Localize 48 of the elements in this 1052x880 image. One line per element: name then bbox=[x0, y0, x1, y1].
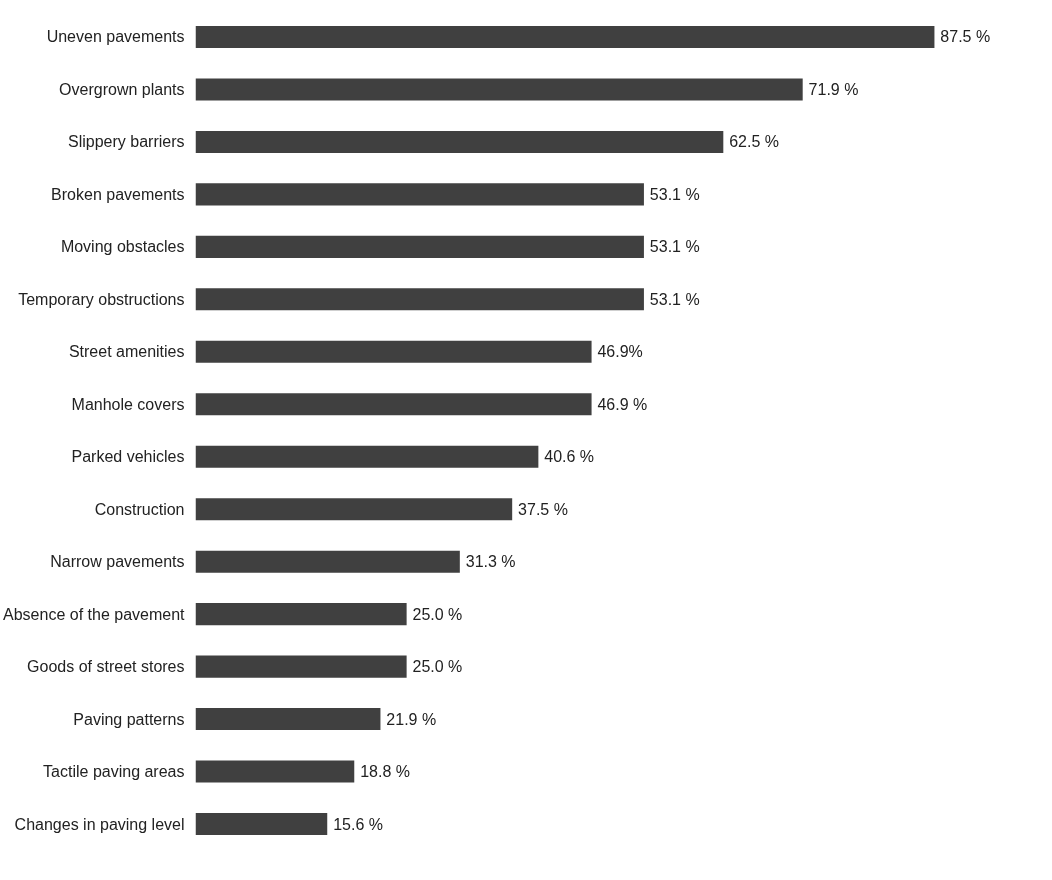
bar bbox=[195, 235, 644, 258]
y-tick-label: Street amenities bbox=[68, 343, 185, 361]
y-tick-label: Construction bbox=[94, 500, 185, 518]
bar bbox=[195, 78, 803, 101]
bar bbox=[195, 550, 460, 573]
data-label: 40.6 % bbox=[544, 448, 595, 466]
y-tick-label: Temporary obstructions bbox=[18, 290, 185, 308]
bar bbox=[195, 655, 407, 678]
data-label: 37.5 % bbox=[518, 500, 568, 518]
data-label: 25.0 % bbox=[412, 658, 463, 676]
bar bbox=[195, 445, 539, 468]
data-label: 53.1 % bbox=[649, 238, 700, 256]
y-tick-label: Absence of the pavement bbox=[3, 605, 186, 623]
y-tick-label: Moving obstacles bbox=[60, 238, 185, 256]
bar bbox=[195, 813, 328, 836]
data-label: 53.1 % bbox=[649, 185, 700, 203]
bar bbox=[195, 130, 724, 153]
data-label: 71.9 % bbox=[808, 80, 859, 98]
bar bbox=[195, 340, 592, 363]
y-tick-label: Tactile paving areas bbox=[43, 763, 185, 781]
bar bbox=[195, 393, 592, 416]
data-label: 62.5 % bbox=[729, 133, 780, 151]
data-label: 15.6 % bbox=[333, 815, 383, 833]
data-label: 31.3 % bbox=[465, 553, 516, 571]
y-tick-label: Overgrown plants bbox=[59, 80, 185, 98]
data-label: 25.0 % bbox=[412, 605, 463, 623]
bar bbox=[195, 498, 513, 521]
bar bbox=[195, 760, 355, 783]
y-tick-label: Narrow pavements bbox=[50, 553, 185, 571]
data-label: 87.5 % bbox=[940, 28, 991, 46]
data-label: 46.9 % bbox=[597, 395, 648, 413]
y-tick-label: Slippery barriers bbox=[68, 133, 185, 151]
bar bbox=[195, 603, 407, 626]
bar bbox=[195, 25, 935, 48]
data-label: 21.9 % bbox=[386, 710, 437, 728]
y-tick-label: Paving patterns bbox=[73, 710, 185, 728]
y-tick-label: Manhole covers bbox=[71, 395, 185, 413]
y-tick-label: Changes in paving level bbox=[14, 815, 185, 833]
y-tick-label: Parked vehicles bbox=[71, 448, 185, 466]
bar bbox=[195, 708, 381, 731]
data-label: 46.9% bbox=[597, 343, 643, 361]
bar bbox=[195, 288, 644, 311]
bar bbox=[195, 183, 644, 206]
y-tick-label: Broken pavements bbox=[51, 185, 185, 203]
y-tick-label: Uneven pavements bbox=[46, 28, 185, 46]
data-label: 53.1 % bbox=[649, 290, 700, 308]
data-label: 18.8 % bbox=[360, 763, 410, 781]
y-tick-label: Goods of street stores bbox=[27, 658, 185, 676]
